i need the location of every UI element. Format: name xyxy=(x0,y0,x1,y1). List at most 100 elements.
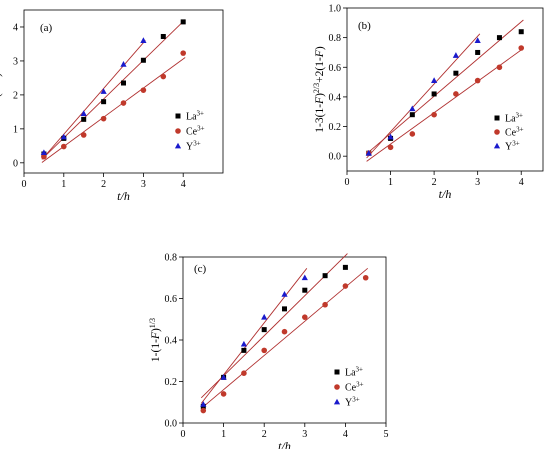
legend-marker-y xyxy=(493,142,501,149)
data-point-ce xyxy=(518,45,525,51)
data-point-y xyxy=(301,274,308,281)
data-point-ce xyxy=(342,283,349,289)
data-point-y xyxy=(140,37,147,43)
fit-line xyxy=(366,33,481,159)
data-point-ce xyxy=(431,111,437,118)
plot-frame xyxy=(346,7,544,172)
data-point-y xyxy=(281,291,288,297)
legend-marker-la xyxy=(334,369,340,375)
data-point-y xyxy=(40,149,47,156)
data-point-la xyxy=(140,57,146,63)
data-point-y xyxy=(80,110,87,116)
y-tick-label: 4 xyxy=(13,22,18,33)
data-point-ce xyxy=(387,144,394,151)
data-point-ce xyxy=(41,153,47,160)
data-point-ce xyxy=(409,131,416,137)
data-point-la xyxy=(261,327,267,333)
x-tick-label: 1 xyxy=(388,177,393,188)
plot-frame xyxy=(23,9,224,174)
data-point-la xyxy=(81,116,87,122)
x-tick-label: 1 xyxy=(221,429,226,440)
y-tick-label: 0.6 xyxy=(165,294,178,305)
x-tick-label: 3 xyxy=(475,177,480,188)
data-point-la xyxy=(160,33,166,39)
data-point-y xyxy=(387,133,394,140)
x-tick-label: 2 xyxy=(262,429,267,440)
legend-label-y: Y3+ xyxy=(345,396,360,409)
data-point-la xyxy=(241,347,247,353)
x-tick-label: 5 xyxy=(384,429,389,440)
data-point-la xyxy=(302,287,308,293)
data-point-la xyxy=(409,112,415,118)
data-point-ce xyxy=(61,143,67,150)
y-axis-title: -ln(1-F) xyxy=(0,73,3,110)
x-tick-label: 1 xyxy=(61,179,66,190)
x-tick-label: 4 xyxy=(181,179,186,190)
data-point-y xyxy=(60,133,67,140)
data-point-y xyxy=(120,61,127,67)
y-tick-label: 0.4 xyxy=(329,92,342,103)
data-point-ce xyxy=(80,132,87,138)
y-tick-label: 0 xyxy=(13,158,18,169)
data-point-y xyxy=(431,77,438,84)
fit-line xyxy=(200,267,369,409)
data-point-y xyxy=(365,149,372,156)
data-point-la xyxy=(342,264,348,270)
data-point-ce xyxy=(160,73,167,80)
y-tick-label: 1.0 xyxy=(329,4,342,15)
y-axis-title: 1-(1-F)1/3 xyxy=(148,318,163,362)
data-point-la xyxy=(475,49,481,55)
data-point-y xyxy=(474,37,481,43)
y-tick-label: 0.8 xyxy=(329,33,342,44)
data-point-y xyxy=(100,88,107,94)
y-tick-label: 0.0 xyxy=(329,152,342,163)
y-tick-label: 3 xyxy=(13,56,18,67)
data-point-la xyxy=(180,19,186,25)
data-point-y xyxy=(240,340,247,347)
legend-marker-la xyxy=(175,113,181,119)
legend-marker-ce xyxy=(334,384,340,390)
legend-marker-y xyxy=(333,398,341,405)
x-tick-label: 2 xyxy=(432,177,437,188)
data-point-y xyxy=(261,313,268,320)
x-tick-label: 0 xyxy=(181,429,186,440)
x-tick-label: 4 xyxy=(343,429,348,440)
data-point-la xyxy=(496,35,502,41)
x-axis-title: t/h xyxy=(278,439,291,449)
x-tick-label: 3 xyxy=(302,429,307,440)
legend-label-la: La3+ xyxy=(505,112,523,125)
data-point-la xyxy=(518,29,524,35)
data-point-la xyxy=(453,70,459,76)
data-point-la xyxy=(431,91,437,97)
legend-label-y: Y3+ xyxy=(186,140,201,153)
x-tick-label: 0 xyxy=(22,179,27,190)
legend-label-la: La3+ xyxy=(345,366,363,379)
x-axis-title: t/h xyxy=(117,189,130,203)
data-point-ce xyxy=(281,328,288,335)
y-tick-label: 0.4 xyxy=(165,336,178,347)
panel-label: (a) xyxy=(40,22,53,34)
legend-marker-y xyxy=(174,142,182,149)
chart-panel-0: 0 1 2 3 4 0 1 2 3 4 (a) t/h -ln(1-F) La3+ Ce3+ Y3+ xyxy=(0,9,224,203)
data-point-ce xyxy=(261,347,268,354)
legend-marker-ce xyxy=(175,128,181,134)
legend-label-ce: Ce3+ xyxy=(345,381,364,394)
fit-line xyxy=(200,268,308,404)
data-point-ce xyxy=(100,115,107,122)
panel-label: (c) xyxy=(194,263,207,275)
data-point-ce xyxy=(241,370,247,377)
data-point-la xyxy=(121,80,126,86)
legend-marker-la xyxy=(494,115,500,121)
panel-label: (b) xyxy=(358,20,371,32)
y-axis-title: 1-3(1-F)2/3+2(1-F) xyxy=(312,46,327,133)
data-point-ce xyxy=(496,64,503,71)
y-tick-label: 0.6 xyxy=(329,63,342,74)
legend-label-ce: Ce3+ xyxy=(186,125,205,138)
chart-panel-1: 0 1 2 3 4 0.0 0.2 0.4 0.6 0.8 1.0 (b) t/h 1-3(1-F)2/3… xyxy=(312,4,544,201)
data-point-ce xyxy=(302,314,308,320)
data-point-y xyxy=(409,105,416,112)
data-point-ce xyxy=(474,77,481,84)
legend-label-y: Y3+ xyxy=(505,140,520,153)
data-point-y xyxy=(452,52,459,58)
